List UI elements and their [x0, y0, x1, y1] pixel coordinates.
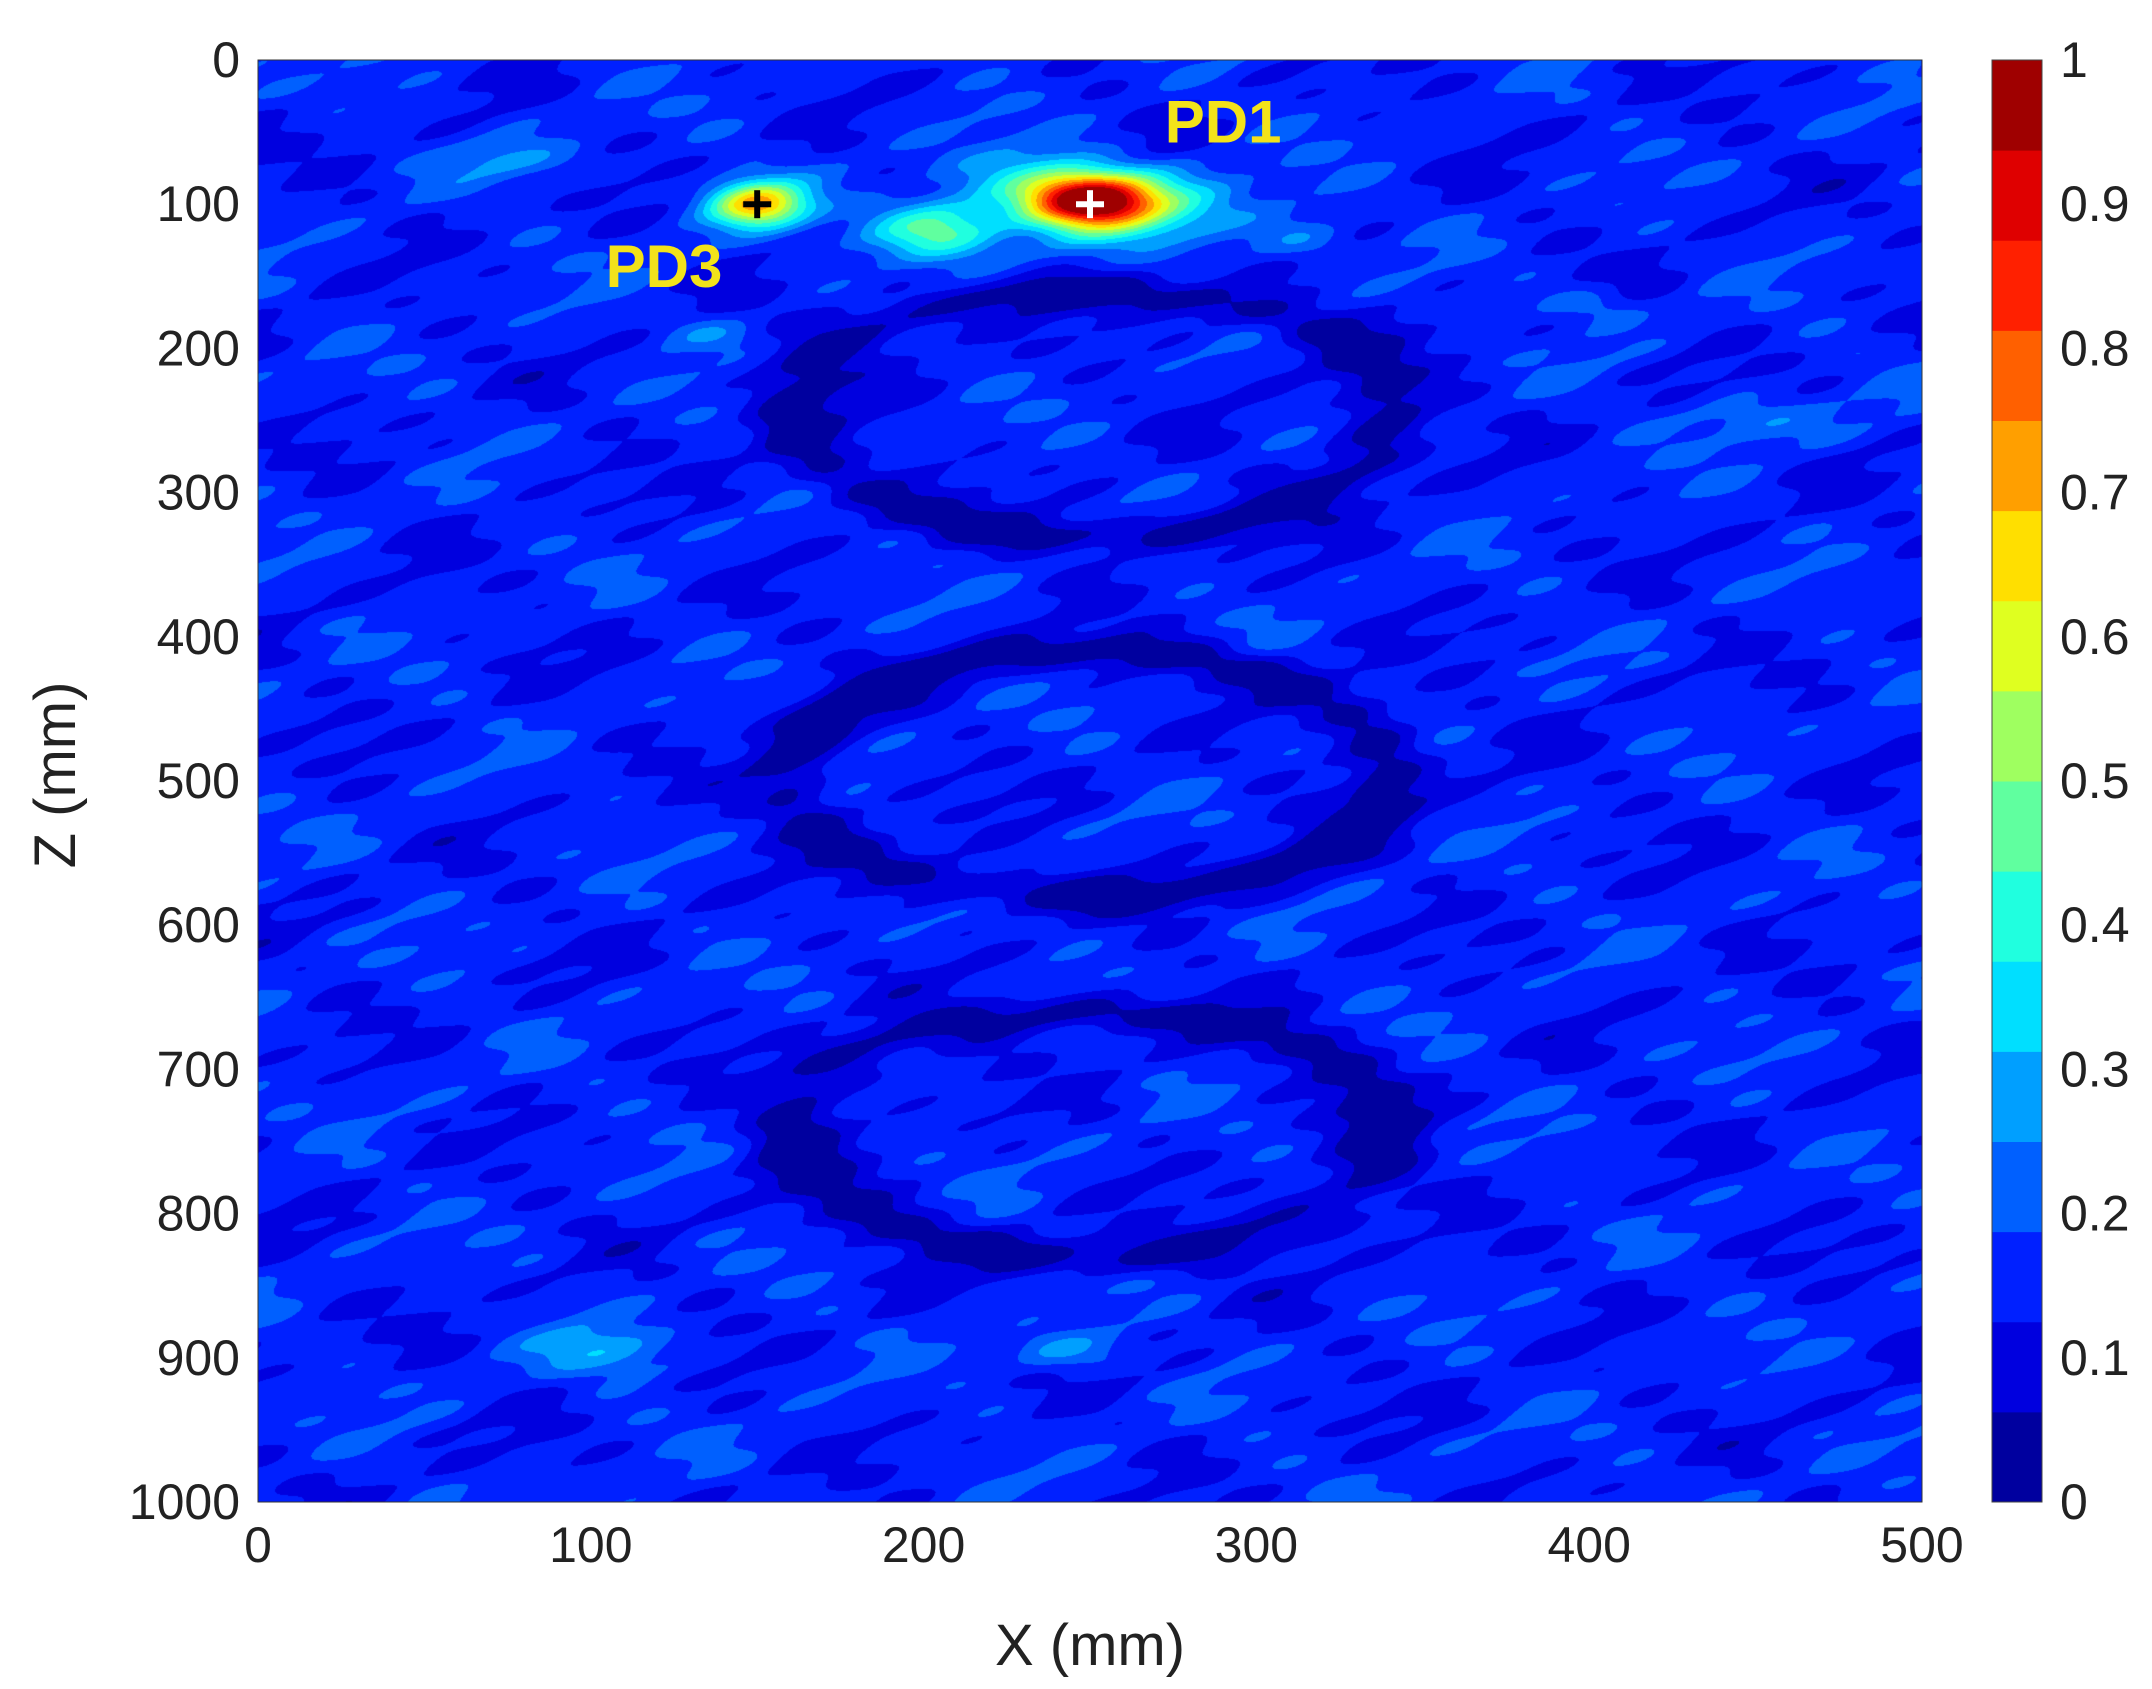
colorbar-frame: [1991, 59, 2043, 1503]
marker-cross-1: [743, 190, 772, 219]
colorbar-band: [1992, 1411, 2042, 1503]
plot-frame: [257, 59, 1923, 1503]
colorbar-band: [1992, 781, 2042, 872]
colorbar-tick-label: 0.3: [2060, 1041, 2130, 1097]
z-axis-label: Z (mm): [23, 682, 88, 869]
x-tick-label: 400: [1547, 1517, 1630, 1573]
colorbar-tick-label: 0.7: [2060, 465, 2130, 521]
colorbar-band: [1992, 1141, 2042, 1233]
colorbar-band: [1992, 1321, 2042, 1413]
annotation-pd1: PD1: [1165, 89, 1282, 156]
z-tick-label: 900: [157, 1330, 240, 1386]
colorbar-band: [1992, 600, 2042, 692]
z-tick-label: 1000: [129, 1474, 240, 1530]
z-tick-label: 200: [157, 320, 240, 376]
z-axis: 0 100 200 300 400 500 600 700 800 900 1000: [129, 32, 240, 1530]
x-tick-label: 100: [549, 1517, 632, 1573]
z-tick-label: 400: [157, 609, 240, 665]
colorbar-tick-label: 0.6: [2060, 609, 2130, 665]
colorbar-tick-label: 0: [2060, 1474, 2088, 1530]
colorbar-tick-label: 0.1: [2060, 1330, 2130, 1386]
colorbar-band: [1992, 1051, 2042, 1142]
z-tick-label: 300: [157, 465, 240, 521]
colorbar-band: [1992, 330, 2042, 421]
x-axis-label: X (mm): [995, 1613, 1185, 1678]
x-tick-label: 300: [1215, 1517, 1298, 1573]
annotations: PD1 PD3: [606, 89, 1282, 300]
x-tick-label: 0: [244, 1517, 272, 1573]
colorbar-band: [1992, 1231, 2042, 1323]
colorbar-band: [1992, 961, 2042, 1052]
colorbar-band: [1992, 510, 2042, 602]
z-tick-label: 700: [157, 1041, 240, 1097]
z-tick-label: 100: [157, 176, 240, 232]
heatmap-field: [258, 60, 1922, 1502]
colorbar-band: [1992, 60, 2042, 151]
z-tick-label: 600: [157, 897, 240, 953]
colorbar-tick-label: 0.2: [2060, 1186, 2130, 1242]
z-tick-label: 500: [157, 753, 240, 809]
z-tick-label: 800: [157, 1186, 240, 1242]
plot-area: [257, 59, 1923, 1503]
x-tick-label: 500: [1880, 1517, 1963, 1573]
annotation-pd3: PD3: [606, 233, 723, 300]
colorbar-band: [1992, 150, 2042, 241]
colorbar-band: [1992, 871, 2042, 962]
colorbar-band: [1992, 240, 2042, 331]
colorbar-band: [1992, 690, 2042, 782]
marker-cross-0: [1076, 190, 1104, 219]
colorbar-tick-label: 0.8: [2060, 320, 2130, 376]
colorbar-tick-label: 0.4: [2060, 897, 2130, 953]
colorbar: 0 0.1 0.2 0.3 0.4 0.5 0.6 0.7 0.8 0.9 1: [1991, 32, 2130, 1530]
colorbar-tick-label: 1: [2060, 32, 2088, 88]
colorbar-band: [1992, 420, 2042, 512]
x-tick-label: 200: [882, 1517, 965, 1573]
z-tick-label: 0: [212, 32, 240, 88]
colorbar-tick-label: 0.9: [2060, 176, 2130, 232]
x-axis: 0 100 200 300 400 500: [244, 1517, 1964, 1573]
colorbar-tick-label: 0.5: [2060, 753, 2130, 809]
